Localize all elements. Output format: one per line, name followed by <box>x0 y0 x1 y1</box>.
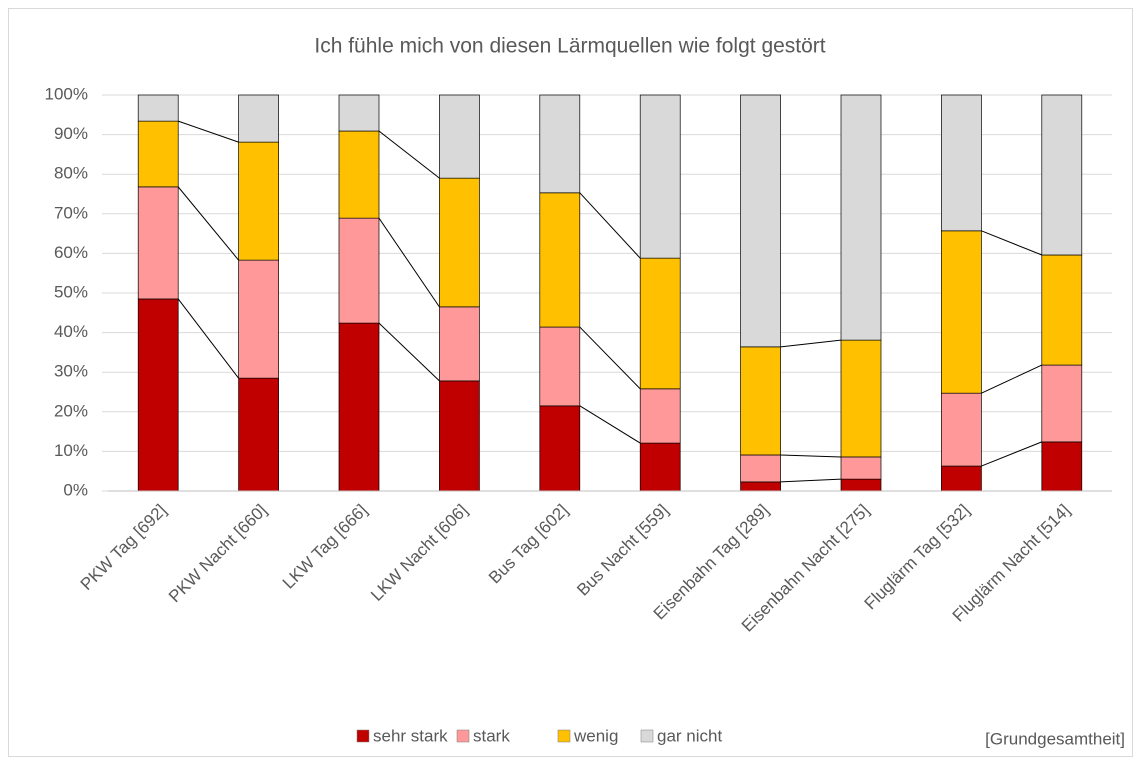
bar-segment <box>941 94 982 232</box>
legend-swatch <box>640 729 654 743</box>
legend-label: sehr stark <box>373 726 448 745</box>
y-tick-label: 0% <box>63 480 88 499</box>
bar-segment <box>1041 94 1083 256</box>
bar-segment <box>539 94 581 194</box>
series-line <box>177 298 239 379</box>
series-line <box>378 130 440 179</box>
series-line <box>579 405 641 444</box>
series-line <box>981 230 1042 256</box>
bar-segment <box>740 454 781 483</box>
bar-segment <box>639 257 681 390</box>
series-line <box>177 186 239 261</box>
series-line <box>780 454 842 458</box>
y-tick-label: 50% <box>54 282 88 301</box>
series-line <box>981 364 1043 394</box>
series-line <box>178 120 239 143</box>
bar-segment <box>840 94 882 341</box>
bar-segment <box>1041 441 1083 492</box>
y-tick-label: 70% <box>54 203 88 222</box>
legend-swatch <box>356 729 370 743</box>
bar-segment <box>238 259 279 379</box>
y-tick-label: 90% <box>54 124 88 143</box>
y-tick-label: 60% <box>54 243 88 262</box>
bar-segment <box>338 217 380 324</box>
y-tick-label: 20% <box>54 401 88 420</box>
bar-segment <box>639 442 681 492</box>
bar-segment <box>1041 364 1083 443</box>
legend-swatch <box>456 729 470 743</box>
bar-segment <box>1041 254 1083 366</box>
bar-segment <box>639 388 681 444</box>
bar-segment <box>238 377 279 492</box>
y-tick-label: 30% <box>54 362 88 381</box>
series-line <box>579 192 641 259</box>
y-tick-label: 80% <box>54 164 88 183</box>
bar-segment <box>338 130 380 219</box>
series-line <box>378 217 440 308</box>
series-line <box>780 478 842 483</box>
bar-segment <box>539 192 581 328</box>
legend-label: wenig <box>573 726 618 745</box>
series-line <box>780 339 842 348</box>
bar-segment <box>840 339 882 458</box>
bar-segment <box>238 141 279 261</box>
bar-segment <box>539 326 581 407</box>
bar-segment <box>840 478 882 492</box>
y-tick-label: 100% <box>45 84 88 103</box>
bar-segment <box>338 94 380 132</box>
legend-swatch <box>557 729 571 743</box>
legend-label: stark <box>473 726 510 745</box>
bar-segment <box>238 94 279 143</box>
note: [Grundgesamtheit] <box>985 729 1125 748</box>
bar-segment <box>439 177 480 308</box>
bar-segment <box>137 120 179 188</box>
bar-segment <box>941 230 982 394</box>
series-line <box>579 326 641 390</box>
y-tick-label: 40% <box>54 322 88 341</box>
bar-segment <box>740 481 781 492</box>
bar-segment <box>941 392 982 467</box>
series-line <box>378 322 440 382</box>
bar-segment <box>740 94 781 348</box>
bar-segment <box>338 322 380 492</box>
bar-segment <box>439 380 480 492</box>
bar-segment <box>439 94 480 179</box>
bar-segment <box>639 94 681 259</box>
chart-title: Ich fühle mich von diesen Lärmquellen wi… <box>314 35 825 58</box>
bar-segment <box>740 346 781 456</box>
legend-label: gar nicht <box>657 726 722 745</box>
y-tick-label: 10% <box>54 441 88 460</box>
bar-segment <box>137 298 179 492</box>
bar-segment <box>840 456 882 480</box>
bar-segment <box>941 465 982 492</box>
bar-segment <box>137 186 179 300</box>
bar-segment <box>137 94 179 122</box>
series-line <box>981 441 1042 467</box>
bar-segment <box>439 306 480 382</box>
bar-segment <box>539 405 581 492</box>
